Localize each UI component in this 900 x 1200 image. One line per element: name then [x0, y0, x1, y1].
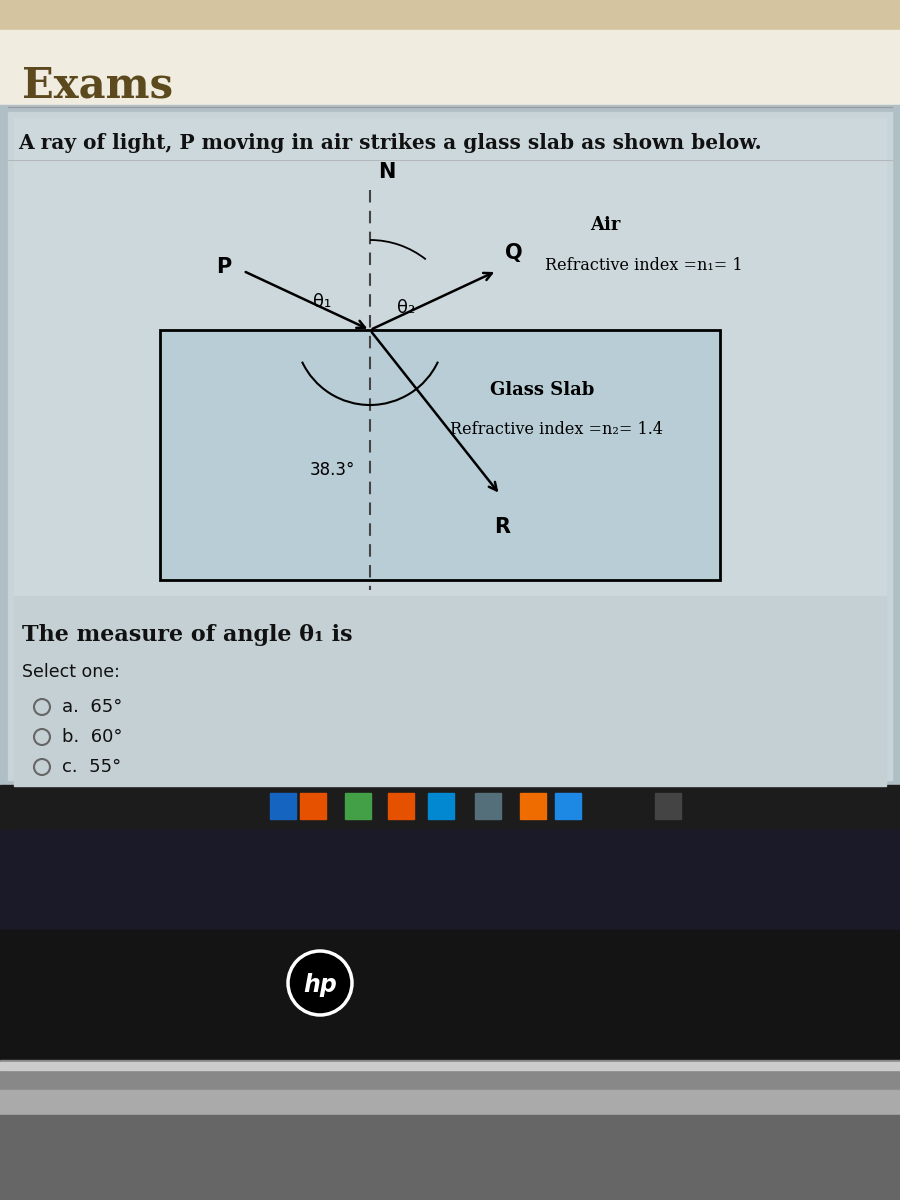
Bar — [655, 793, 681, 818]
Bar — [0, 104, 900, 785]
Bar — [345, 793, 371, 818]
Text: Select one:: Select one: — [22, 662, 120, 680]
Bar — [475, 793, 501, 818]
Text: R: R — [494, 517, 510, 536]
Text: P: P — [216, 257, 231, 277]
Text: b.  60°: b. 60° — [62, 728, 122, 746]
Text: 38.3°: 38.3° — [310, 461, 355, 479]
Text: N: N — [378, 162, 395, 182]
Text: c.  55°: c. 55° — [62, 758, 122, 776]
Bar — [0, 785, 900, 830]
Bar — [520, 793, 546, 818]
Bar — [160, 330, 720, 580]
Text: Glass Slab: Glass Slab — [490, 382, 594, 398]
Bar — [0, 0, 900, 30]
Bar — [0, 830, 900, 930]
Text: a.  65°: a. 65° — [62, 698, 122, 716]
Bar — [555, 793, 581, 818]
Bar — [0, 1060, 900, 1090]
Text: θ₂: θ₂ — [397, 299, 415, 317]
Text: Air: Air — [590, 216, 620, 234]
Text: Exams: Exams — [22, 64, 173, 106]
Bar — [0, 930, 900, 1060]
Bar — [270, 793, 296, 818]
Bar — [14, 596, 886, 786]
Circle shape — [288, 950, 352, 1015]
Bar — [0, 1115, 900, 1200]
Text: Refractive index =n₂= 1.4: Refractive index =n₂= 1.4 — [450, 421, 663, 438]
Text: θ₁: θ₁ — [313, 293, 331, 311]
Text: The measure of angle θ₁ is: The measure of angle θ₁ is — [22, 624, 353, 646]
Bar — [8, 112, 892, 780]
Bar — [300, 793, 326, 818]
Text: A ray of light, P moving in air strikes a glass slab as shown below.: A ray of light, P moving in air strikes … — [18, 133, 761, 152]
Bar — [14, 118, 886, 778]
Text: Refractive index =n₁= 1: Refractive index =n₁= 1 — [545, 257, 742, 274]
Bar — [0, 30, 900, 104]
Text: hp: hp — [303, 973, 337, 997]
Bar — [0, 1090, 900, 1115]
Bar — [428, 793, 454, 818]
Bar — [388, 793, 414, 818]
Text: Q: Q — [505, 242, 523, 263]
Bar — [0, 1062, 900, 1070]
